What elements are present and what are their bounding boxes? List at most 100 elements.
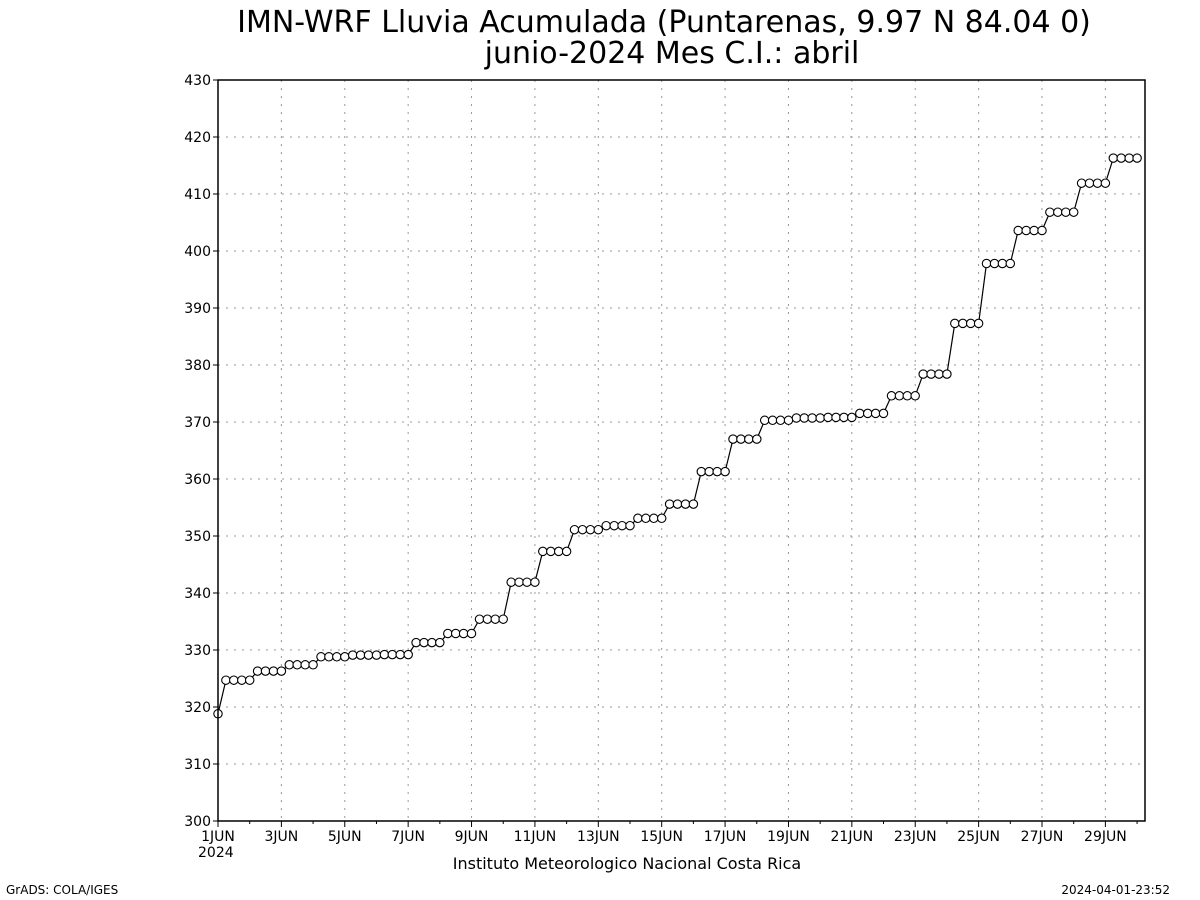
data-point (878, 408, 889, 419)
data-point (252, 666, 263, 676)
data-point (593, 524, 604, 535)
data-point (736, 434, 746, 444)
data-point (720, 466, 730, 477)
data-point (910, 391, 920, 401)
data-point (958, 318, 968, 329)
data-point (1021, 225, 1031, 236)
data-point (672, 499, 683, 509)
data-point (855, 408, 865, 419)
y-tick-label: 370 (184, 415, 211, 431)
y-tick-label: 300 (184, 814, 211, 830)
data-point (981, 258, 992, 269)
x-tick-label: 29JUN (1084, 829, 1127, 845)
data-point (862, 408, 873, 419)
data-point (458, 628, 469, 639)
x-tick-label: 19JUN (767, 829, 810, 845)
data-point (688, 499, 699, 509)
data-point (569, 524, 580, 535)
y-tick-label: 420 (184, 130, 211, 146)
data-point (316, 652, 326, 662)
data-point (553, 546, 564, 557)
data-point (443, 628, 453, 639)
data-point (815, 413, 825, 423)
data-point (221, 675, 231, 685)
data-point (641, 513, 651, 524)
y-tick-label: 380 (184, 358, 211, 374)
y-tick-label: 360 (184, 472, 211, 488)
data-point (783, 415, 794, 426)
grid (218, 80, 1145, 821)
x-tick-label: 3JUN (265, 829, 299, 845)
data-point (450, 628, 461, 639)
data-point (965, 318, 976, 329)
data-point (791, 413, 802, 423)
x-tick-label: 9JUN (455, 829, 489, 845)
data-point (1029, 225, 1039, 236)
data-point (1045, 207, 1055, 217)
data-point (244, 675, 255, 685)
data-point (649, 513, 659, 524)
data-point (284, 660, 295, 670)
data-point (237, 675, 247, 685)
data-point (300, 660, 310, 670)
y-tick-label: 330 (184, 643, 211, 659)
data-point (609, 520, 619, 531)
data-point (839, 412, 849, 423)
data-point (807, 413, 817, 423)
data-point (229, 675, 239, 685)
data-point (752, 434, 762, 444)
y-axis: 300 310 320 330 340 350 360 370 380 390 400 410 420 4… (184, 73, 218, 830)
data-point (268, 666, 279, 676)
y-tick-label: 320 (184, 700, 211, 716)
data-point (355, 650, 366, 660)
data-point (561, 546, 572, 557)
data-point (395, 649, 405, 660)
y-tick-label: 340 (184, 586, 211, 602)
data-point (514, 577, 524, 587)
x-axis: 1JUN 3JUN 5JUN 7JUN 9JUN 11JUN 13JUN 15JUN 17JUN… (201, 821, 1138, 845)
data-point (585, 524, 596, 535)
data-point (1100, 178, 1111, 188)
data-point (292, 660, 302, 670)
timestamp-label: 2024-04-01-23:52 (1061, 883, 1170, 897)
data-point (870, 408, 881, 419)
data-point (474, 614, 485, 624)
data-point (1037, 225, 1047, 236)
data-point (403, 649, 413, 660)
y-tick-label: 400 (184, 244, 211, 260)
data-point (997, 258, 1008, 269)
data-point (522, 577, 532, 587)
data-point (1116, 153, 1126, 163)
data-point (379, 649, 390, 660)
data-point (347, 650, 358, 660)
x-tick-label: 15JUN (640, 829, 683, 845)
x-tick-label: 25JUN (957, 829, 1000, 845)
data-point (427, 637, 437, 648)
data-point (1013, 225, 1023, 236)
data-point (926, 369, 936, 379)
data-point (823, 412, 833, 423)
x-tick-label: 7JUN (391, 829, 425, 845)
y-tick-label: 410 (184, 187, 211, 203)
data-point (1076, 178, 1087, 188)
data-point (466, 628, 477, 639)
data-point (712, 466, 722, 477)
software-credit: GrADS: COLA/IGES (6, 883, 118, 897)
data-point (482, 614, 493, 624)
data-point (942, 369, 952, 379)
data-point (577, 524, 588, 535)
data-point (340, 652, 350, 662)
data-point (744, 434, 754, 444)
x-tick-label: 13JUN (577, 829, 620, 845)
data-point (276, 666, 287, 676)
x-tick-label: 23JUN (894, 829, 937, 845)
data-point (973, 318, 984, 329)
data-point (1124, 153, 1134, 163)
data-point (1005, 258, 1016, 269)
data-point (847, 412, 857, 423)
data-point (1068, 207, 1079, 217)
x-axis-year-label: 2024 (198, 845, 234, 861)
data-point (435, 637, 445, 648)
data-point (332, 652, 342, 662)
